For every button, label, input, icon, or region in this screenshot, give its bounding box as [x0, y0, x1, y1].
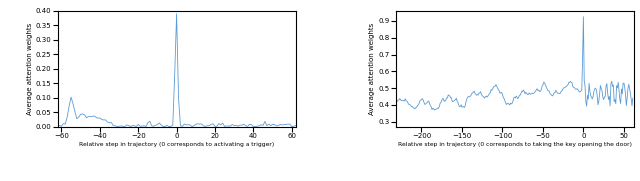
- X-axis label: Relative step in trajectory (0 corresponds to taking the key opening the door): Relative step in trajectory (0 correspon…: [397, 142, 632, 147]
- X-axis label: Relative step in trajectory (0 corresponds to activating a trigger): Relative step in trajectory (0 correspon…: [79, 142, 274, 147]
- Y-axis label: Average attention weights: Average attention weights: [27, 23, 33, 115]
- Y-axis label: Average attention weights: Average attention weights: [369, 23, 375, 115]
